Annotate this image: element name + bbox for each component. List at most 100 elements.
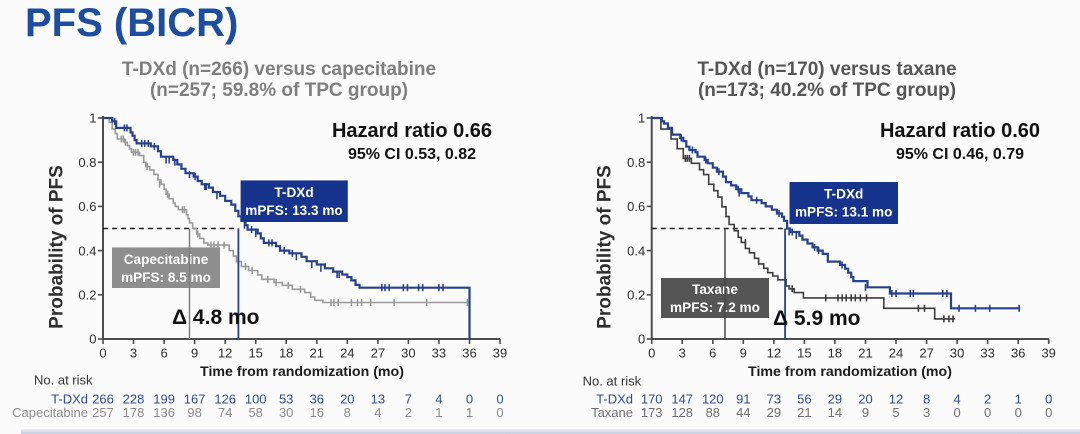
svg-text:0: 0 <box>496 392 503 407</box>
svg-text:0: 0 <box>466 392 473 407</box>
svg-text:0.6: 0.6 <box>78 199 96 214</box>
svg-text:6: 6 <box>160 346 167 361</box>
svg-text:3: 3 <box>130 346 137 361</box>
svg-text:21: 21 <box>858 346 872 361</box>
svg-text:95% CI 0.46, 0.79: 95% CI 0.46, 0.79 <box>896 146 1024 163</box>
svg-text:44: 44 <box>736 405 750 420</box>
svg-text:4: 4 <box>374 405 381 420</box>
svg-text:14: 14 <box>828 405 842 420</box>
svg-text:39: 39 <box>493 346 507 361</box>
svg-text:0: 0 <box>648 346 655 361</box>
svg-text:Capecitabine: Capecitabine <box>124 252 209 267</box>
svg-text:128: 128 <box>671 405 693 420</box>
svg-text:33: 33 <box>980 346 994 361</box>
svg-text:T-DXd: T-DXd <box>274 185 313 200</box>
svg-text:0: 0 <box>496 405 503 420</box>
svg-text:16: 16 <box>310 405 324 420</box>
svg-text:3: 3 <box>679 346 686 361</box>
svg-text:21: 21 <box>310 346 324 361</box>
svg-text:T-DXd (n=170) versus taxane: T-DXd (n=170) versus taxane <box>697 59 956 80</box>
svg-text:Δ 4.8 mo: Δ 4.8 mo <box>172 306 259 329</box>
svg-text:147: 147 <box>671 392 693 407</box>
svg-text:T-DXd: T-DXd <box>824 187 863 202</box>
svg-text:(n=173; 40.2% of TPC group): (n=173; 40.2% of TPC group) <box>698 80 956 101</box>
svg-text:PFS (BICR): PFS (BICR) <box>25 1 238 45</box>
svg-text:29: 29 <box>767 405 781 420</box>
svg-text:0: 0 <box>1045 392 1052 407</box>
svg-text:mPFS: 13.1 mo: mPFS: 13.1 mo <box>795 205 892 220</box>
svg-text:136: 136 <box>153 405 175 420</box>
svg-text:228: 228 <box>123 392 145 407</box>
svg-text:18: 18 <box>828 346 842 361</box>
svg-text:9: 9 <box>862 405 869 420</box>
svg-text:0.4: 0.4 <box>78 243 96 258</box>
svg-text:mPFS: 8.5 mo: mPFS: 8.5 mo <box>121 270 211 285</box>
svg-text:1: 1 <box>89 111 96 126</box>
svg-text:0: 0 <box>1045 405 1052 420</box>
svg-text:29: 29 <box>828 392 842 407</box>
svg-text:12: 12 <box>218 346 232 361</box>
svg-text:30: 30 <box>401 346 415 361</box>
svg-text:7: 7 <box>405 392 412 407</box>
svg-text:8: 8 <box>344 405 351 420</box>
svg-text:6: 6 <box>709 346 716 361</box>
svg-text:0: 0 <box>638 332 645 347</box>
svg-text:24: 24 <box>340 346 354 361</box>
svg-text:Hazard ratio 0.66: Hazard ratio 0.66 <box>332 120 492 142</box>
svg-text:12: 12 <box>767 346 781 361</box>
svg-text:36: 36 <box>310 392 324 407</box>
svg-text:0: 0 <box>89 332 96 347</box>
svg-text:1: 1 <box>638 111 645 126</box>
svg-text:13: 13 <box>371 392 385 407</box>
svg-text:T-DXd: T-DXd <box>596 392 633 407</box>
svg-text:27: 27 <box>919 346 933 361</box>
svg-text:36: 36 <box>1011 346 1025 361</box>
svg-text:Probability of PFS: Probability of PFS <box>595 165 616 329</box>
svg-text:20: 20 <box>340 392 354 407</box>
svg-text:173: 173 <box>641 405 663 420</box>
svg-text:0: 0 <box>953 405 960 420</box>
svg-text:0.2: 0.2 <box>627 288 645 303</box>
svg-text:0: 0 <box>99 346 106 361</box>
svg-text:1: 1 <box>435 405 442 420</box>
svg-text:15: 15 <box>797 346 811 361</box>
svg-text:18: 18 <box>279 346 293 361</box>
svg-text:257: 257 <box>92 405 114 420</box>
svg-text:Time from randomization (mo): Time from randomization (mo) <box>200 364 404 380</box>
svg-text:53: 53 <box>279 392 293 407</box>
svg-text:74: 74 <box>218 405 232 420</box>
svg-text:30: 30 <box>279 405 293 420</box>
svg-text:T-DXd (n=266) versus capecitab: T-DXd (n=266) versus capecitabine <box>122 59 436 80</box>
svg-text:2: 2 <box>984 392 991 407</box>
svg-text:(n=257; 59.8% of TPC group): (n=257; 59.8% of TPC group) <box>150 80 408 101</box>
svg-text:88: 88 <box>706 405 720 420</box>
svg-text:15: 15 <box>248 346 262 361</box>
svg-text:2: 2 <box>405 405 412 420</box>
svg-text:No. at risk: No. at risk <box>583 374 642 389</box>
svg-text:27: 27 <box>371 346 385 361</box>
svg-text:Time from randomization (mo): Time from randomization (mo) <box>748 364 952 380</box>
svg-text:266: 266 <box>92 392 114 407</box>
svg-text:39: 39 <box>1041 346 1055 361</box>
svg-text:56: 56 <box>797 392 811 407</box>
svg-text:170: 170 <box>641 392 663 407</box>
svg-text:Hazard ratio 0.60: Hazard ratio 0.60 <box>880 120 1040 142</box>
svg-text:No. at risk: No. at risk <box>34 373 93 388</box>
svg-text:0: 0 <box>984 405 991 420</box>
svg-text:0.8: 0.8 <box>627 155 645 170</box>
svg-text:12: 12 <box>889 392 903 407</box>
svg-text:4: 4 <box>435 392 442 407</box>
svg-text:95% CI 0.53, 0.82: 95% CI 0.53, 0.82 <box>348 146 476 163</box>
svg-text:20: 20 <box>858 392 872 407</box>
svg-text:178: 178 <box>123 405 145 420</box>
svg-text:21: 21 <box>797 405 811 420</box>
svg-text:98: 98 <box>187 405 201 420</box>
svg-text:mPFS: 13.3 mo: mPFS: 13.3 mo <box>245 203 342 218</box>
svg-text:8: 8 <box>923 392 930 407</box>
svg-text:58: 58 <box>248 405 262 420</box>
svg-text:Taxane: Taxane <box>591 405 633 420</box>
svg-text:167: 167 <box>184 392 206 407</box>
svg-text:0.4: 0.4 <box>627 243 645 258</box>
svg-text:199: 199 <box>153 392 175 407</box>
svg-text:5: 5 <box>892 405 899 420</box>
